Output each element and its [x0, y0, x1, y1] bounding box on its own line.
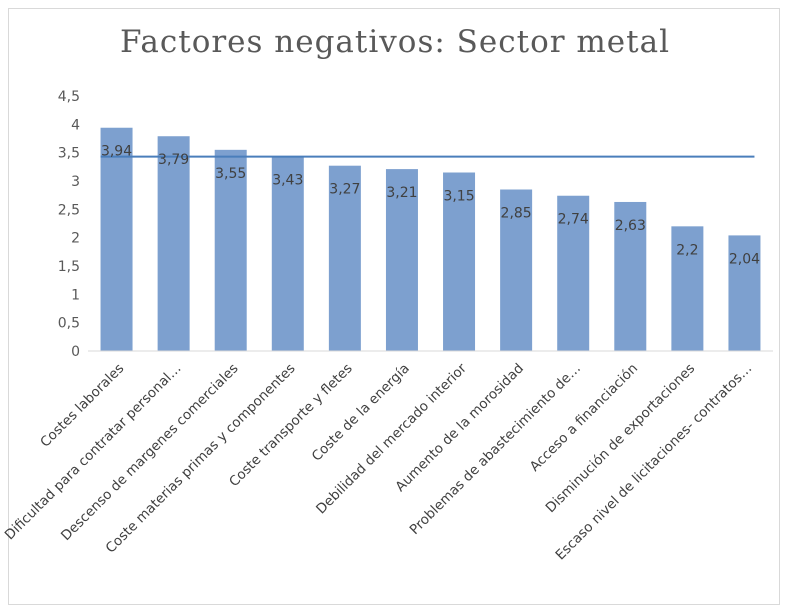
bar [443, 172, 476, 351]
data-label: 3,79 [158, 152, 189, 168]
data-label: 2,74 [558, 212, 589, 228]
bar [500, 189, 533, 351]
bar [728, 235, 761, 351]
y-tick-label: 2 [71, 231, 80, 247]
y-tick-label: 4,5 [58, 89, 80, 105]
bar [385, 169, 418, 351]
y-tick-label: 1 [71, 287, 80, 303]
y-tick-label: 3,5 [58, 146, 80, 162]
data-label: 2,04 [729, 251, 760, 267]
y-tick-label: 0,5 [58, 316, 80, 332]
y-tick-label: 0 [71, 344, 80, 360]
data-label: 3,21 [386, 185, 417, 201]
bar [214, 149, 247, 351]
y-tick-label: 4 [71, 117, 80, 133]
data-label: 2,85 [501, 206, 532, 222]
data-label: 3,55 [215, 166, 246, 182]
chart-title: Factores negativos: Sector metal [119, 24, 671, 60]
bar [557, 195, 590, 351]
data-label: 2,63 [615, 218, 646, 234]
data-label: 3,43 [272, 173, 303, 189]
bar [328, 165, 361, 351]
bar [671, 226, 704, 351]
category-label: Acceso a financiación [527, 361, 641, 475]
bar [271, 156, 304, 351]
category-label: Escaso nivel de licitaciones- contratos… [552, 361, 755, 564]
data-label: 3,15 [443, 189, 474, 205]
y-tick-label: 1,5 [58, 259, 80, 275]
data-label: 2,2 [676, 242, 698, 258]
bar [614, 201, 647, 351]
bar [100, 127, 133, 351]
data-label: 3,27 [329, 182, 360, 198]
y-tick-label: 3 [71, 174, 80, 190]
y-tick-label: 2,5 [58, 202, 80, 218]
category-label: Coste de la energía [309, 361, 413, 465]
bar [157, 136, 190, 351]
data-label: 3,94 [101, 144, 132, 160]
